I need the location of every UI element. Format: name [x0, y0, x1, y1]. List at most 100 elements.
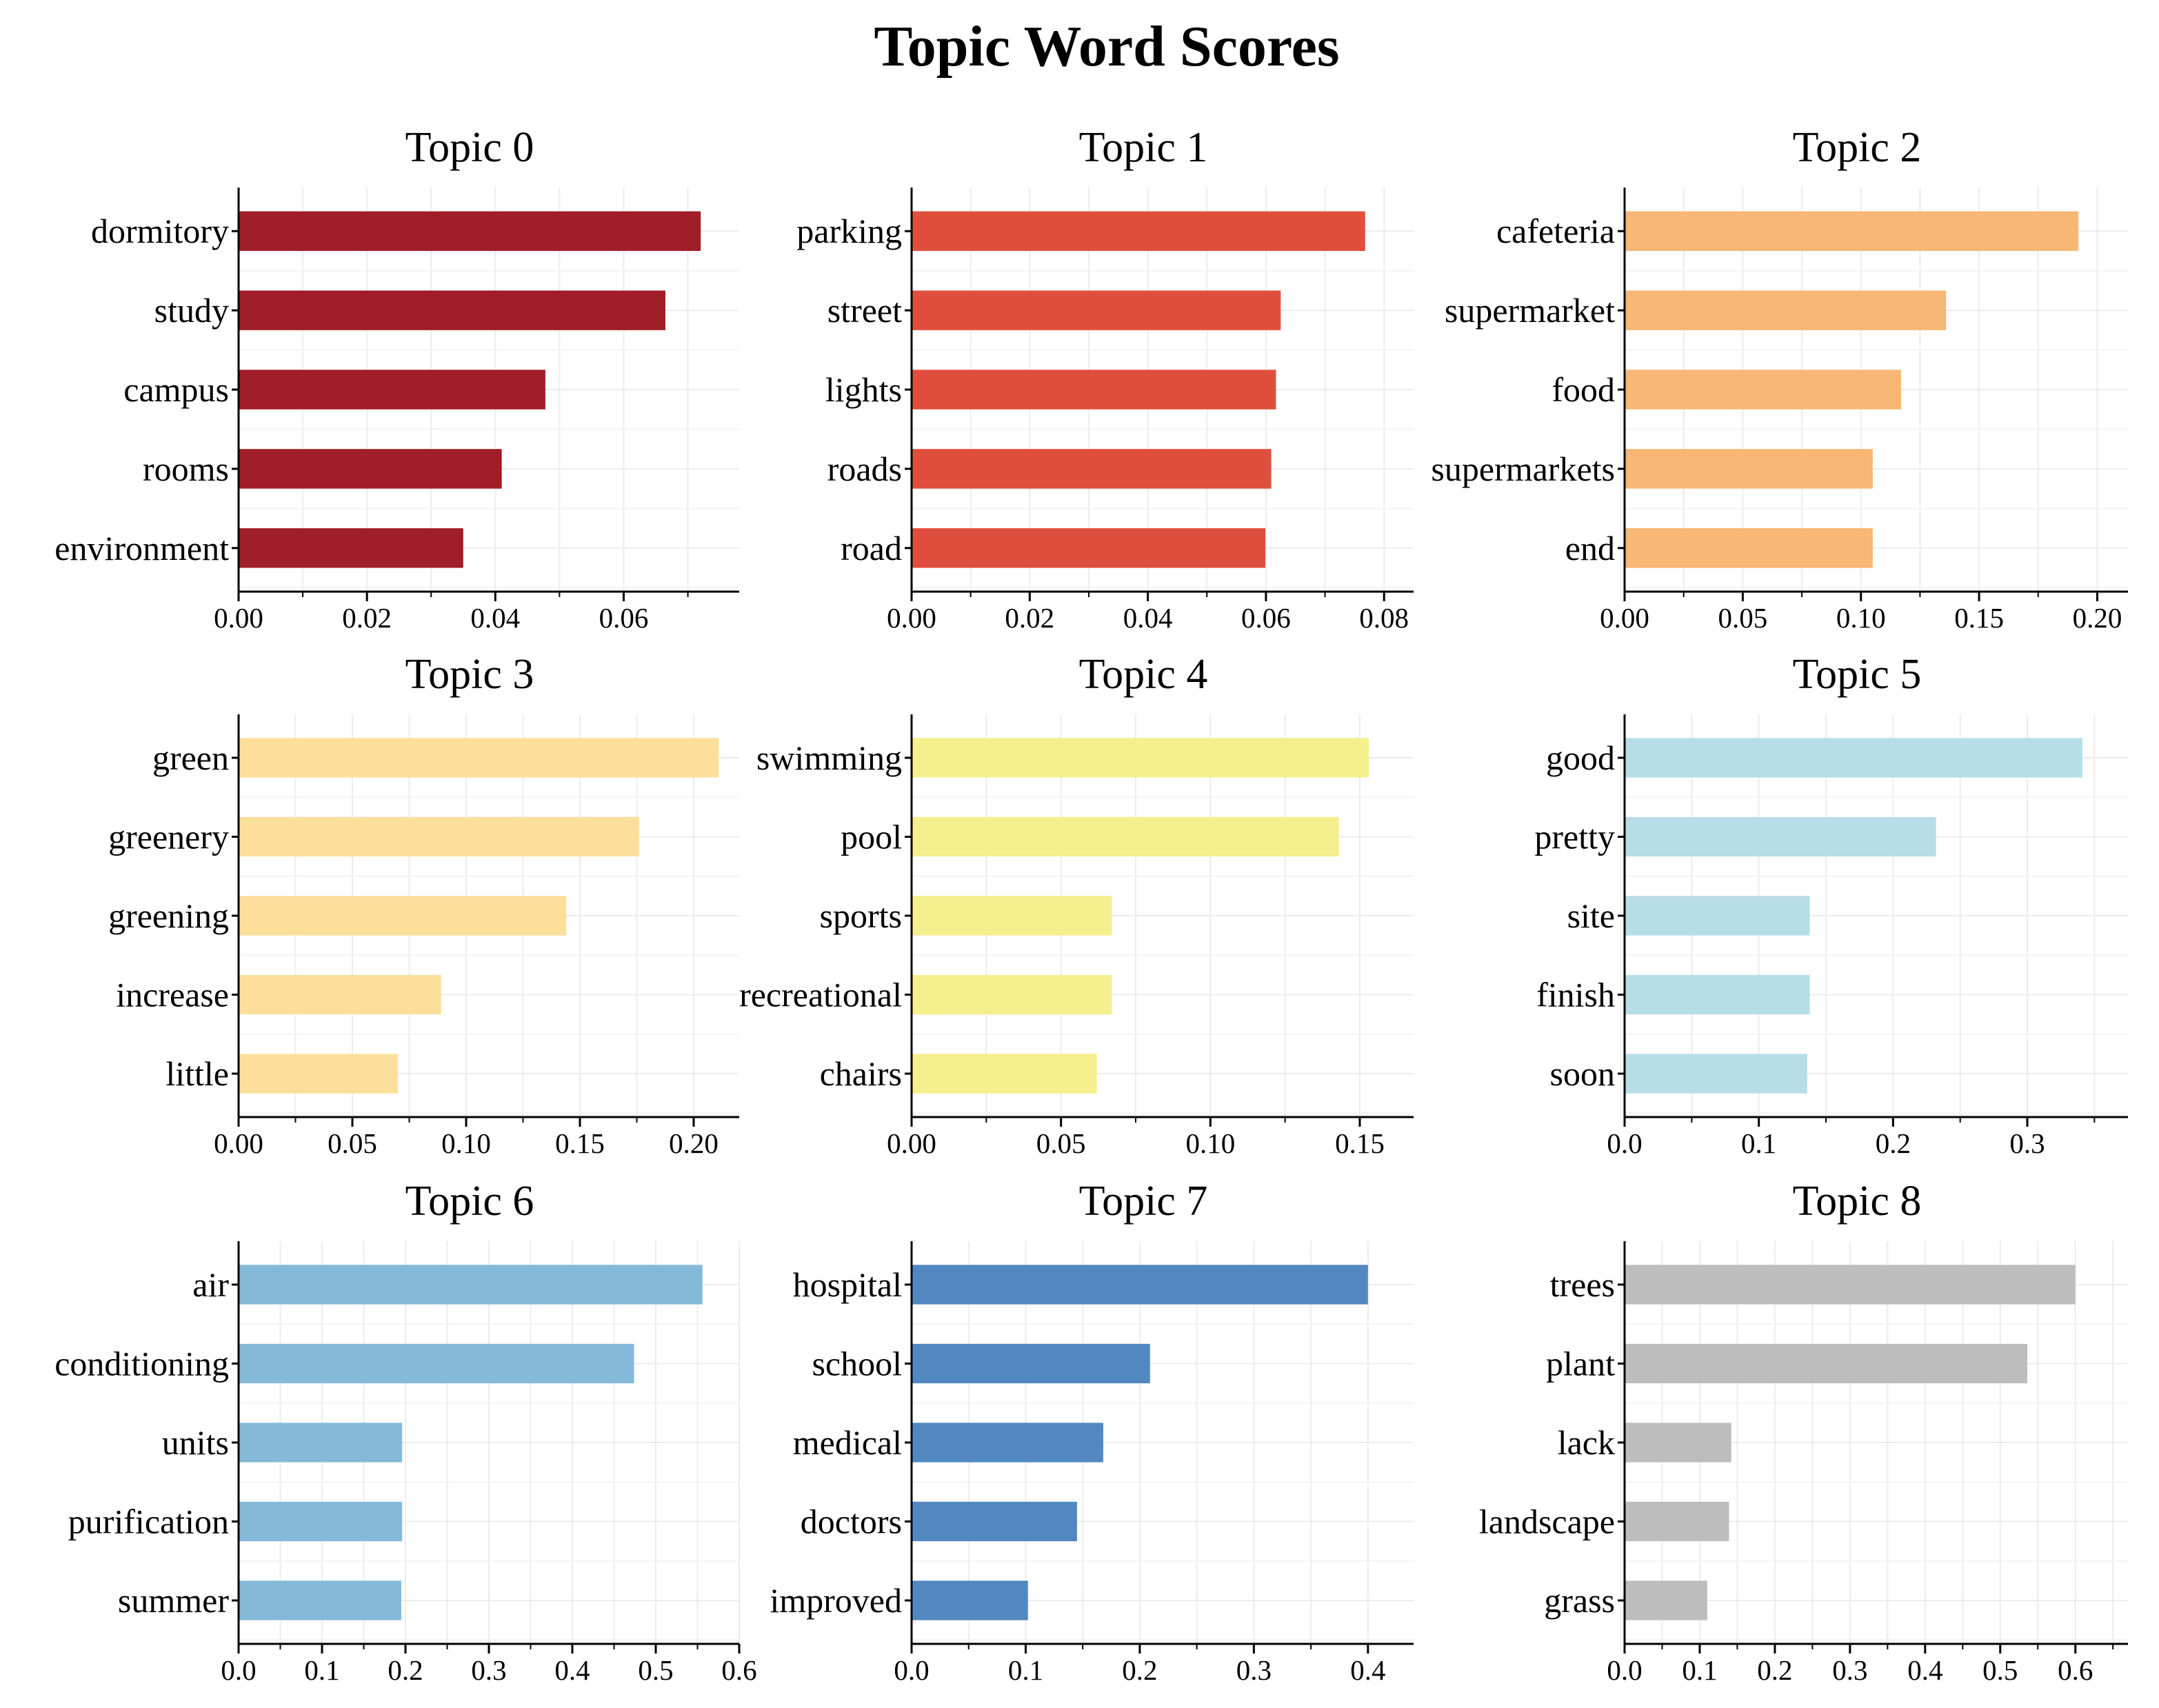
x-tick-label: 0.06 — [1241, 602, 1291, 634]
panel-title: Topic 1 — [1079, 124, 1208, 171]
bar-street — [912, 290, 1281, 330]
x-tick-label: 0.2 — [1876, 1127, 1911, 1159]
category-label: greenery — [108, 817, 229, 856]
x-tick-label: 0.04 — [470, 602, 520, 634]
category-label: finish — [1536, 976, 1615, 1014]
bar-campus — [239, 370, 545, 410]
bar-recreational — [912, 974, 1112, 1015]
panel-title: Topic 2 — [1793, 124, 1922, 171]
bar-trees — [1625, 1265, 2076, 1305]
panel-topic-6: air conditioning units purification summer 0.… — [54, 1178, 756, 1686]
category-label: increase — [116, 976, 229, 1014]
bar-air — [239, 1265, 703, 1305]
x-tick-label: 0.0 — [1607, 1127, 1642, 1159]
category-label: greening — [108, 896, 229, 935]
x-tick-label: 0.0 — [894, 1654, 929, 1686]
bar-soon — [1625, 1054, 1807, 1094]
category-label: doctors — [801, 1503, 902, 1541]
x-tick-label: 0.20 — [2073, 602, 2122, 634]
x-tick-label: 0.1 — [1682, 1654, 1717, 1686]
x-tick-label: 0.4 — [554, 1654, 590, 1686]
x-tick-label: 0.3 — [471, 1654, 506, 1686]
bar-improved — [912, 1580, 1028, 1620]
x-tick-label: 0.02 — [342, 602, 392, 634]
x-tick-label: 0.6 — [2058, 1654, 2093, 1686]
bar-food — [1625, 370, 1901, 410]
bar-greening — [239, 896, 567, 936]
x-tick-label: 0.00 — [887, 602, 936, 634]
x-tick-label: 0.00 — [214, 602, 263, 634]
bar-road — [912, 528, 1266, 568]
x-tick-label: 0.04 — [1123, 602, 1173, 634]
x-tick-label: 0.15 — [1335, 1127, 1385, 1159]
x-tick-label: 0.1 — [1741, 1127, 1776, 1159]
category-label: road — [841, 529, 902, 567]
category-label: site — [1567, 896, 1615, 935]
x-tick-label: 0.15 — [555, 1127, 605, 1159]
bar-landscape — [1625, 1501, 1729, 1542]
bar-little — [239, 1054, 398, 1094]
bar-summer — [239, 1580, 401, 1620]
category-label: cafeteria — [1496, 212, 1615, 250]
x-tick-label: 0.20 — [669, 1127, 719, 1159]
x-tick-label: 0.10 — [1836, 602, 1886, 634]
panel-topic-0: dormitory study campus rooms environment 0.00… — [54, 124, 739, 634]
figure-title: Topic Word Scores — [874, 14, 1339, 79]
category-label: supermarket — [1445, 291, 1615, 330]
bar-sports — [912, 896, 1112, 936]
category-label: summer — [118, 1581, 229, 1620]
category-label: campus — [123, 370, 229, 409]
category-label: street — [827, 291, 902, 330]
x-tick-label: 0.3 — [1832, 1654, 1867, 1686]
x-tick-label: 0.15 — [1954, 602, 2004, 634]
category-label: chairs — [820, 1054, 902, 1093]
category-label: pool — [841, 817, 902, 856]
bar-greenery — [239, 816, 639, 857]
panel-title: Topic 4 — [1079, 651, 1208, 698]
x-tick-label: 0.5 — [638, 1654, 673, 1686]
x-tick-label: 0.4 — [1907, 1654, 1942, 1686]
panels: dormitorystudycampusroomsenvironment0.00… — [54, 124, 2128, 1686]
category-label: study — [154, 291, 229, 330]
bar-finish — [1625, 974, 1810, 1015]
bar-cafeteria — [1625, 211, 2079, 251]
category-label: end — [1565, 529, 1615, 567]
x-tick-label: 0.6 — [721, 1654, 756, 1686]
bar-medical — [912, 1423, 1103, 1463]
category-label: conditioning — [54, 1344, 229, 1383]
category-label: soon — [1550, 1054, 1615, 1093]
category-label: plant — [1546, 1344, 1615, 1383]
x-tick-label: 0.02 — [1005, 602, 1054, 634]
category-label: lack — [1558, 1423, 1615, 1462]
x-tick-label: 0.10 — [441, 1127, 491, 1159]
bar-doctors — [912, 1501, 1077, 1542]
bar-chairs — [912, 1054, 1097, 1094]
category-label: air — [192, 1265, 229, 1304]
panel-title: Topic 5 — [1793, 651, 1922, 698]
x-tick-label: 0.3 — [2009, 1127, 2045, 1159]
category-label: hospital — [793, 1265, 902, 1304]
x-tick-label: 0.10 — [1185, 1127, 1235, 1159]
bar-environment — [239, 528, 463, 568]
panel-topic-3: green greenery greening increase little 0.00 0… — [108, 651, 739, 1159]
x-tick-label: 0.05 — [1718, 602, 1767, 634]
x-tick-label: 0.4 — [1350, 1654, 1385, 1686]
x-tick-label: 0.00 — [1600, 602, 1649, 634]
category-label: school — [812, 1344, 902, 1383]
x-tick-label: 0.08 — [1359, 602, 1409, 634]
x-tick-label: 0.1 — [304, 1654, 339, 1686]
category-label: lights — [825, 370, 902, 409]
bar-dormitory — [239, 211, 701, 251]
panel-title: Topic 7 — [1079, 1178, 1208, 1225]
bar-green — [239, 738, 719, 778]
panel-topic-8: trees plant lack landscape grass 0.0 0.1 0.2 0.3… — [1479, 1178, 2128, 1686]
panel-topic-4: swimming pool sports recreational chairs 0.00… — [739, 651, 1414, 1159]
bar-lights — [912, 370, 1276, 410]
panel-topic-2: cafeteria supermarket food supermarkets end 0… — [1431, 124, 2128, 634]
category-label: rooms — [143, 450, 229, 488]
category-label: purification — [68, 1503, 229, 1541]
bar-pretty — [1625, 816, 1936, 857]
category-label: sports — [820, 896, 902, 935]
bar-hospital — [912, 1265, 1368, 1305]
bar-increase — [239, 974, 441, 1015]
